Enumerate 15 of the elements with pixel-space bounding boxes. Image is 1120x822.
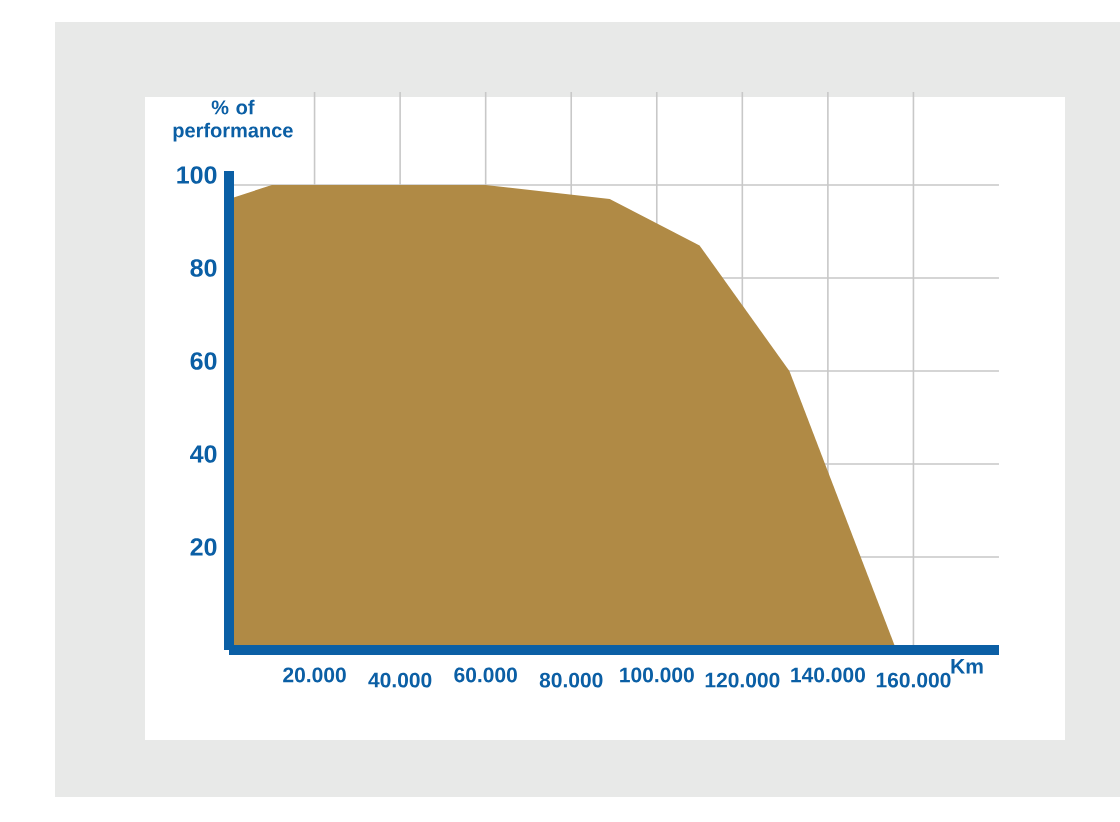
x-tick-label: 120.000 xyxy=(705,672,780,688)
x-axis-title: Km xyxy=(951,659,983,674)
x-tick-label: 80.000 xyxy=(539,672,603,688)
y-tick-label: 100 xyxy=(177,166,217,184)
x-tick-label: 140.000 xyxy=(791,667,865,683)
y-tick-label: 60 xyxy=(190,352,217,370)
x-tick-label: 160.000 xyxy=(876,672,951,688)
y-tick-label: 40 xyxy=(190,445,217,463)
y-tick-label: 20 xyxy=(190,538,217,556)
x-tick-label: 20.000 xyxy=(283,667,346,683)
y-tick-label: 80 xyxy=(190,259,217,277)
y-axis-title: % of performance xyxy=(173,99,293,142)
x-tick-label: 100.000 xyxy=(620,667,694,683)
x-tick-label: 40.000 xyxy=(368,672,432,688)
x-tick-label: 60.000 xyxy=(454,667,517,683)
